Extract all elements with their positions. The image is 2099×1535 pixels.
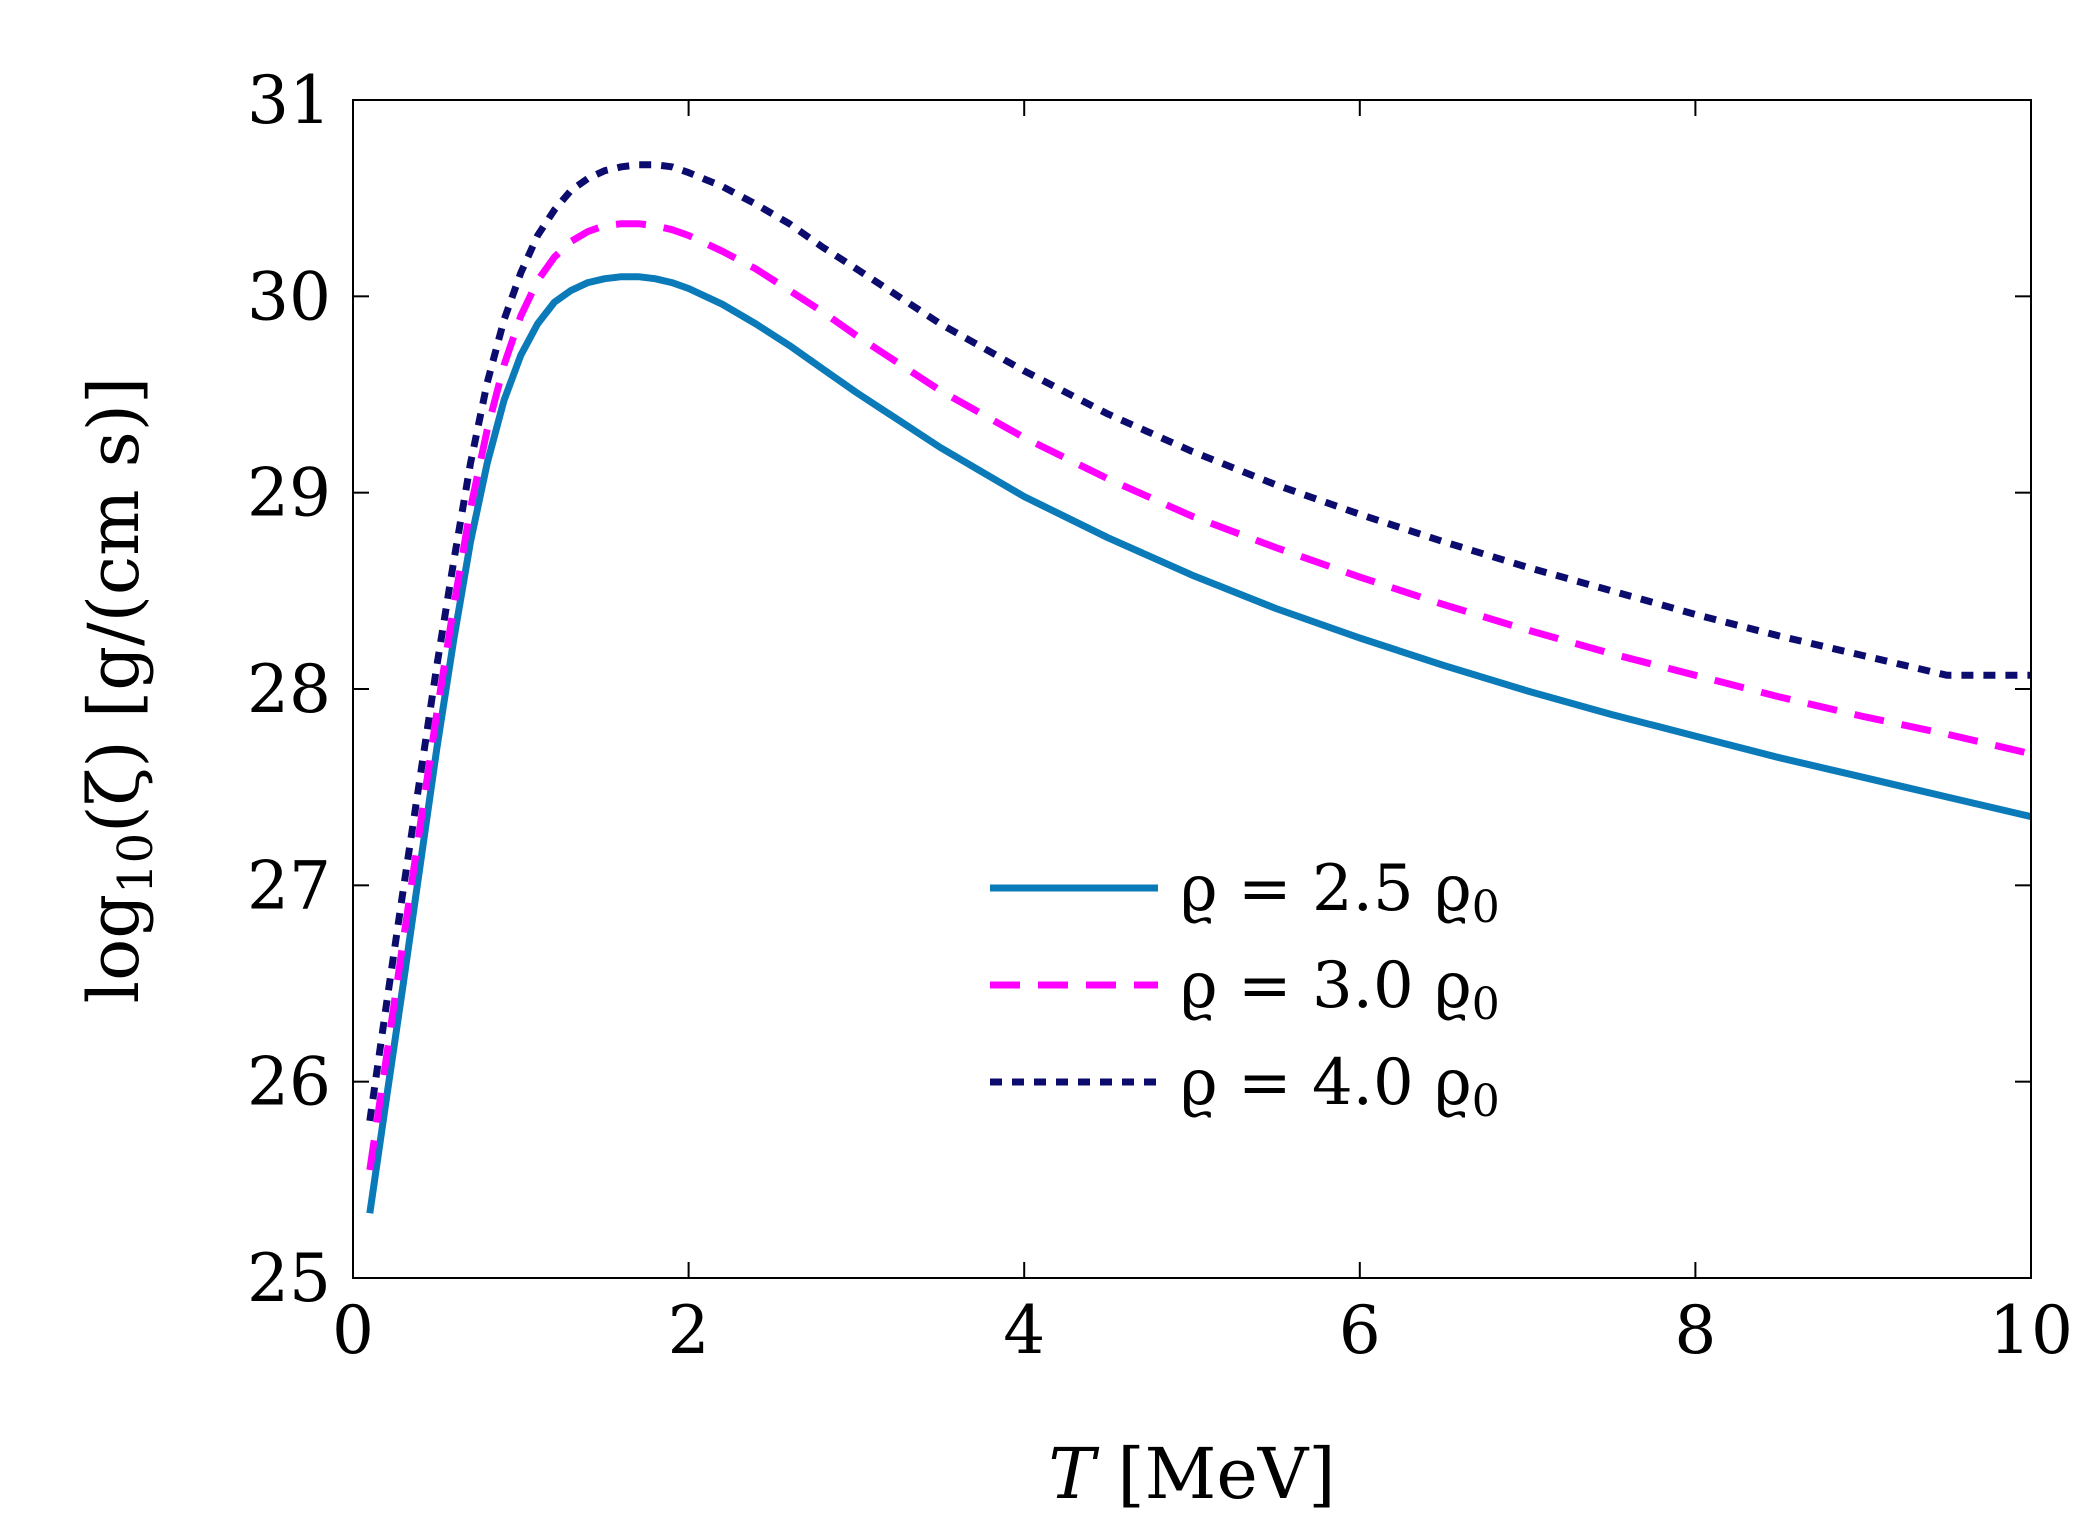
legend-label-2: ϱ = 3.0 ϱ0 (1180, 949, 1500, 1030)
legend-label-main: ϱ = 2.5 ϱ (1180, 852, 1472, 926)
legend-label-subscript: 0 (1472, 1076, 1500, 1127)
x-tick-label: 4 (1003, 1292, 1045, 1369)
series-line-1 (366, 273, 2032, 1214)
y-tick-label: 31 (247, 62, 331, 139)
legend-label-subscript: 0 (1472, 979, 1500, 1030)
x-tick-label: 2 (668, 1292, 710, 1369)
x-axis-unit: [MeV] (1095, 1433, 1336, 1515)
x-axis-label: T [MeV] (1048, 1433, 1335, 1515)
x-tick-label: 8 (1674, 1292, 1716, 1369)
plot-area (366, 161, 2032, 1214)
legend-label-subscript: 0 (1472, 882, 1500, 933)
x-tick-label: 10 (1989, 1292, 2073, 1369)
x-tick-label: 6 (1339, 1292, 1381, 1369)
series-line-3 (366, 161, 2031, 1122)
y-tick-label: 29 (247, 455, 331, 532)
y-tick-label: 30 (247, 258, 331, 335)
y-tick-label: 28 (247, 651, 331, 728)
legend-label-main: ϱ = 3.0 ϱ (1180, 949, 1472, 1023)
axes: 0 2 4 6 8 10 25 26 27 28 29 30 31 (247, 62, 2073, 1369)
legend-label-main: ϱ = 4.0 ϱ (1180, 1046, 1472, 1120)
y-axis-subscript: 10 (108, 833, 164, 894)
x-axis-symbol: T (1048, 1433, 1099, 1515)
x-tick-label: 0 (332, 1292, 374, 1369)
legend-label-1: ϱ = 2.5 ϱ0 (1180, 852, 1500, 933)
series-line-2 (366, 220, 2032, 1171)
y-tick-label: 27 (247, 847, 331, 924)
y-axis-suffix: (ζ) [g/(cm s)] (73, 377, 155, 833)
y-axis-label: log10(ζ) [g/(cm s)] (73, 377, 164, 1004)
y-tick-label: 26 (247, 1044, 331, 1121)
legend: ϱ = 2.5 ϱ0ϱ = 3.0 ϱ0ϱ = 4.0 ϱ0 (990, 852, 1500, 1127)
y-tick-label: 25 (247, 1240, 331, 1317)
y-axis-prefix: log (73, 894, 155, 1003)
legend-label-3: ϱ = 4.0 ϱ0 (1180, 1046, 1500, 1127)
